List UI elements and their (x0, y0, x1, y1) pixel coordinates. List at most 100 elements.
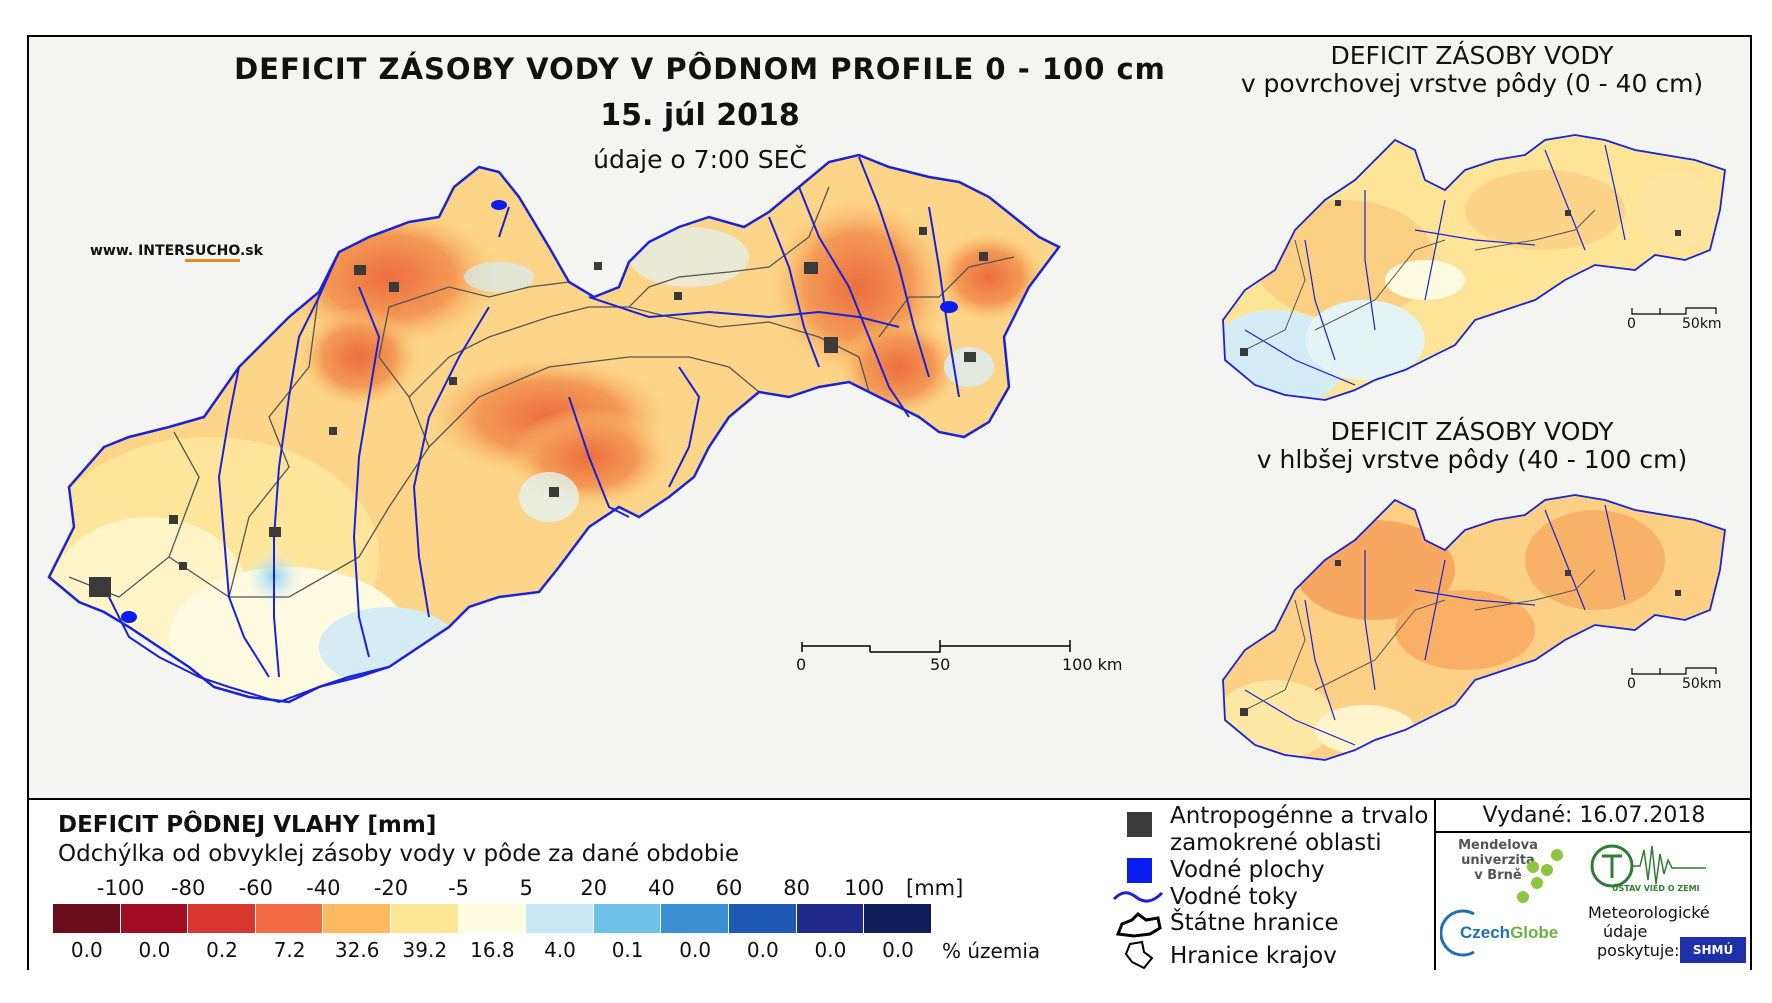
meteo-credit: Meteorologické údaje poskytuje: (1585, 903, 1710, 960)
czechglobe-logo: CzechGlobe (1460, 923, 1558, 943)
legend-title: DEFICIT PÔDNEJ VLAHY [mm] (58, 812, 437, 838)
legend-tick-label: 40 (648, 876, 675, 900)
legend-swatch (120, 904, 189, 933)
legend-swatch (796, 904, 865, 933)
legend-tick-label: 60 (715, 876, 743, 900)
legend-swatch (255, 904, 324, 933)
mendel-line3: v Brně (1474, 868, 1522, 883)
main-map-svg (47, 153, 1061, 704)
side-map-top-title-line1: DEFICIT ZÁSOBY VODY (1330, 41, 1614, 70)
uvoz-logo (1590, 844, 1706, 888)
legend-percentage: 0.0 (814, 938, 847, 962)
legend-region-border: Hranice krajov (1170, 943, 1337, 969)
meteo-line1: Meteorologické (1588, 903, 1710, 922)
meteo-line2: údaje (1603, 922, 1648, 941)
legend-percentage: 0.2 (206, 938, 238, 962)
czechglobe-arc-icon (1440, 909, 1475, 957)
legend-percentage: 7.2 (273, 938, 306, 962)
legend-tick-label: -80 (171, 876, 206, 900)
side-bottom-scale-50: 50km (1682, 676, 1722, 692)
legend-swatch (593, 904, 662, 933)
legend-streams: Vodné toky (1170, 884, 1298, 910)
water-bodies (121, 200, 958, 623)
shmu-logo: SHMÚ (1680, 937, 1746, 963)
side-map-top-title: DEFICIT ZÁSOBY VODY v povrchovej vrstve … (1212, 42, 1732, 98)
website-suffix: .sk (239, 243, 263, 259)
side-map-bottom-title: DEFICIT ZÁSOBY VODY v hlbšej vrstve pôdy… (1212, 418, 1732, 474)
legend-subtitle: Odchýlka od obvyklej zásoby vody v pôde … (58, 841, 739, 867)
map-date: 15. júl 2018 (600, 98, 800, 133)
legend-water-bodies: Vodné plochy (1170, 857, 1325, 883)
mendel-dots-logo (1517, 849, 1563, 903)
legend-swatch (458, 904, 527, 933)
mendel-line1: Mendelova (1458, 838, 1538, 853)
legend-swatch (53, 904, 121, 933)
legend-swatch (323, 904, 391, 933)
legend-percentage: 39.2 (402, 938, 448, 962)
urban-areas (89, 227, 988, 597)
side-bottom-scale-bar (1631, 667, 1717, 675)
side-map-bottom-title-line1: DEFICIT ZÁSOBY VODY (1330, 417, 1614, 446)
legend-percentage: 0.1 (611, 938, 644, 962)
legend-tick-label: -60 (238, 876, 273, 900)
legend-unit: [mm] (906, 876, 964, 900)
main-scale-label-50: 50 (930, 655, 951, 674)
legend-swatch (864, 904, 932, 933)
legend-tick-label: 20 (580, 876, 608, 900)
side-map-top-svg (1222, 134, 1726, 401)
water-swatch (1127, 858, 1152, 883)
legend-percentage: 32.6 (334, 938, 380, 962)
main-scale-bar (801, 640, 1071, 653)
legend-swatch (391, 904, 459, 933)
side-top-scale-0: 0 (1627, 316, 1636, 332)
legend-tick-label: -40 (306, 876, 341, 900)
legend-swatch (526, 904, 594, 933)
legend-swatch (729, 904, 797, 933)
main-scale-label-0: 0 (796, 655, 807, 674)
state-border-symbol (1115, 912, 1162, 938)
legend-swatch (188, 904, 256, 933)
legend-tick-label: 5 (519, 876, 533, 900)
legend-percentage: 0.0 (138, 938, 171, 962)
side-top-scale-bar (1631, 307, 1717, 315)
legend-anthropogenic: Antropogénne a trvalo zamokrené oblasti (1170, 803, 1428, 857)
czechglobe-a: Czech (1460, 923, 1511, 942)
legend-percentage: 0.0 (679, 938, 712, 962)
legend-tick-label: -100 (96, 876, 145, 900)
side-map-top-title-line2: v povrchovej vrstve pôdy (0 - 40 cm) (1240, 69, 1704, 98)
legend-percentage: 0.0 (70, 938, 103, 962)
stream-symbol (1112, 891, 1164, 903)
website-label[interactable]: www. INTERSUCHO.sk (90, 243, 263, 262)
side-map-bottom-title-line2: v hlbšej vrstve pôdy (40 - 100 cm) (1256, 445, 1688, 474)
mendel-logo-text: Mendelova univerzita v Brně (1458, 838, 1538, 883)
issued-date: Vydané: 16.07.2018 (1482, 803, 1706, 828)
side-bottom-scale-0: 0 (1627, 676, 1636, 692)
legend-tick-label: 100 (844, 876, 885, 900)
credits-separator (1434, 798, 1436, 970)
side-top-scale-50: 50km (1682, 316, 1722, 332)
legend-percentage: 16.8 (470, 938, 515, 962)
side-map-bottom-svg (1222, 494, 1726, 761)
main-scale-label-100: 100 km (1062, 655, 1123, 674)
main-title: DEFICIT ZÁSOBY VODY V PÔDNOM PROFILE 0 -… (234, 52, 1166, 86)
legend-tick-label: 80 (783, 876, 810, 900)
credits-header-separator (1434, 831, 1752, 833)
legend-state-border: Štátne hranice (1170, 910, 1339, 936)
uvoz-text: ÚSTAV VIED O ZEMI (1612, 884, 1700, 893)
legend-swatch (661, 904, 729, 933)
map-time: údaje o 7:00 SEČ (593, 145, 807, 174)
meteo-line3: poskytuje: (1597, 941, 1680, 960)
czechglobe-b: Globe (1510, 923, 1559, 942)
legend-tick-label: -20 (373, 876, 409, 900)
website-prefix: www. INTER (90, 243, 185, 259)
region-borders (68, 186, 1015, 598)
mendel-line2: univerzita (1461, 853, 1535, 868)
legend-pct-unit: % územia (942, 939, 1041, 963)
rivers (108, 156, 960, 704)
region-border-symbol (1124, 940, 1154, 970)
legend-percentage: 0.0 (882, 938, 914, 962)
legend-anthropogenic-line2: zamokrené oblasti (1170, 830, 1382, 856)
urban-swatch (1127, 812, 1152, 837)
legend-tick-label: -5 (448, 876, 470, 900)
legend-panel (29, 798, 1750, 970)
